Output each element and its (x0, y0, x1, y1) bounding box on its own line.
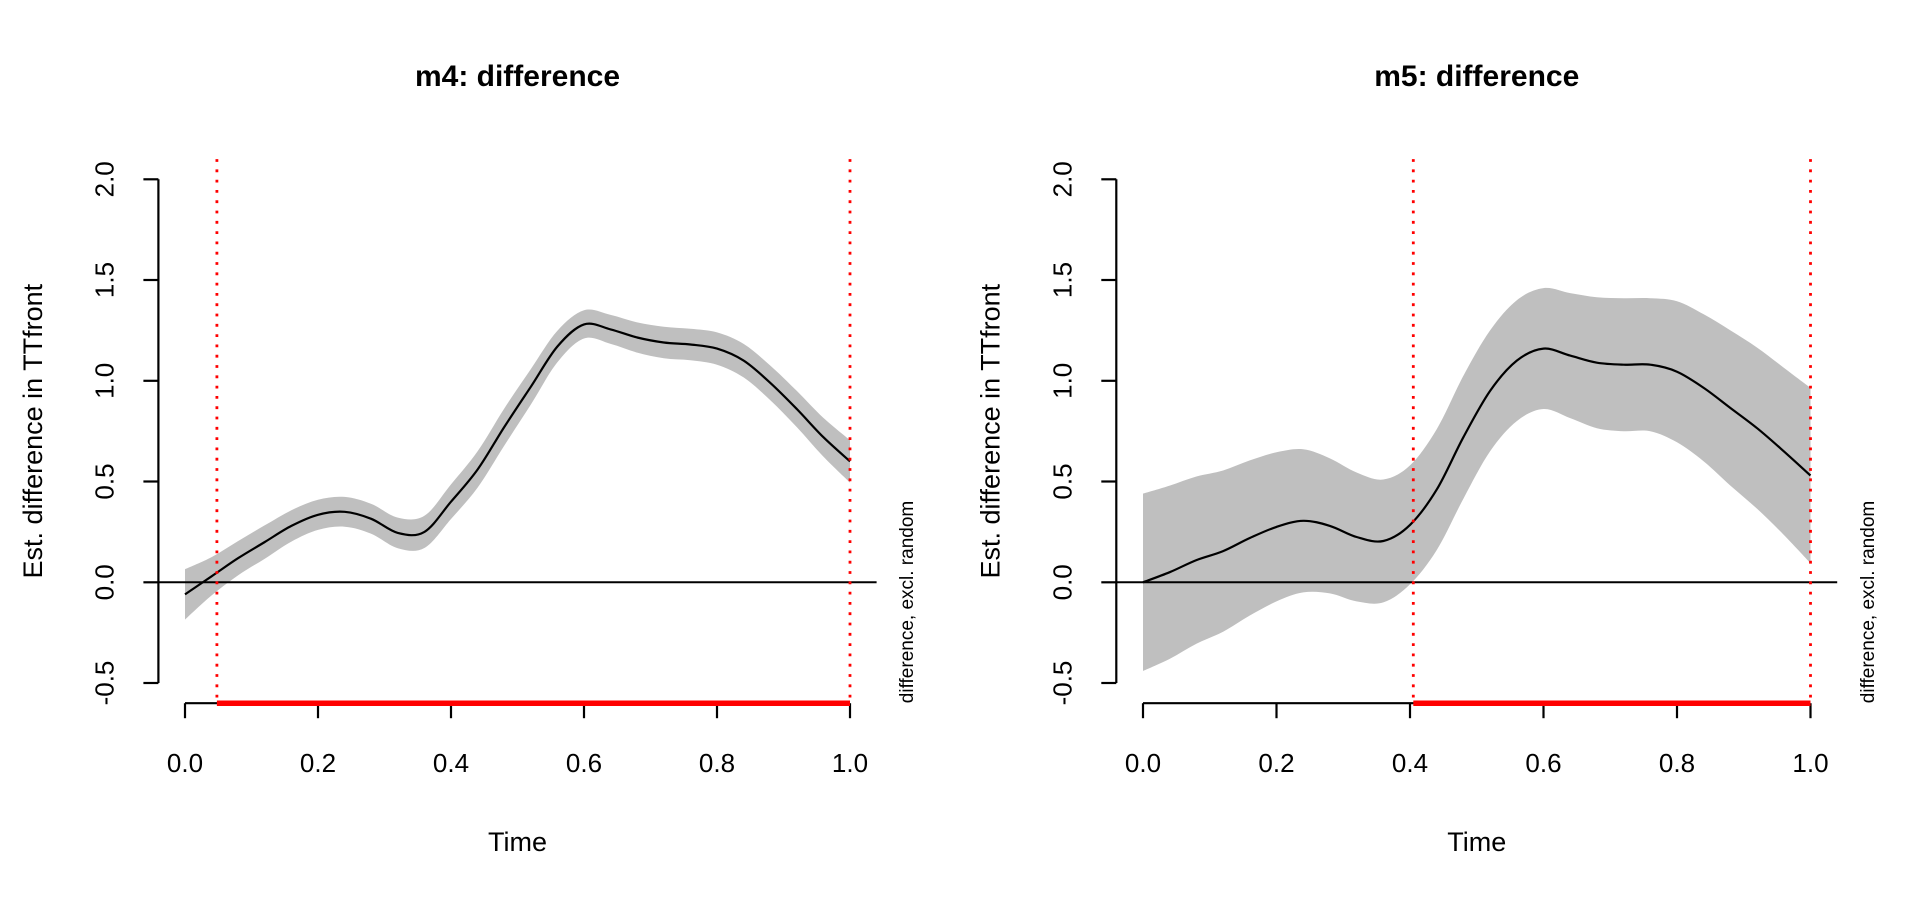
x-tick-label: 0.4 (1392, 748, 1428, 778)
fit-line (184, 322, 851, 596)
x-tick-label: 0.4 (433, 748, 469, 778)
y-tick-label: 0.5 (90, 463, 120, 499)
y-tick-label: 1.5 (1047, 262, 1077, 298)
y-tick-label: -0.5 (1047, 661, 1077, 706)
side-label: difference, excl. random (1858, 501, 1879, 703)
y-axis-label: Est. difference in TTfront (976, 283, 1006, 578)
x-tick-label: 0.0 (1125, 748, 1161, 778)
x-tick-label: 1.0 (1792, 748, 1828, 778)
plot-title: m5: difference (1374, 60, 1579, 93)
y-tick-label: 2.0 (1047, 161, 1077, 197)
y-tick-label: 1.5 (90, 262, 120, 298)
y-tick-label: 0.0 (89, 564, 119, 600)
plot-title: m4: difference (415, 60, 620, 93)
y-tick-label: 2.0 (90, 161, 120, 197)
y-tick-label: 0.5 (1047, 463, 1077, 499)
y-axis-label: Est. difference in TTfront (18, 283, 48, 578)
y-tick-label: -0.5 (89, 661, 119, 706)
plot-m5: -0.5 0.0 0.5 1.0 1.5 2.0 0.0 0.2 0.4 0.6 0.8 1.0 m5:… (976, 60, 1879, 857)
x-tick-label: 0.8 (1659, 748, 1695, 778)
x-tick-label: 0.0 (167, 748, 203, 778)
confidence-band (185, 309, 850, 620)
x-tick-label: 1.0 (832, 748, 868, 778)
confidence-band (1143, 287, 1811, 671)
x-tick-label: 0.6 (566, 748, 602, 778)
x-tick-label: 0.8 (699, 748, 735, 778)
plot-m4: -0.5 0.0 0.5 1.0 1.5 2.0 0.0 0.2 0.4 0.6 0.8 1.0 m4:… (18, 60, 918, 857)
x-tick-label: 0.2 (300, 748, 336, 778)
x-axis-label: Time (1447, 827, 1506, 857)
y-tick-label: 1.0 (1047, 363, 1077, 399)
x-tick-label: 0.6 (1525, 748, 1561, 778)
y-tick-label: 1.0 (90, 363, 120, 399)
x-axis-label: Time (488, 827, 547, 857)
side-label: difference, excl. random (897, 501, 918, 703)
x-tick-label: 0.2 (1258, 748, 1294, 778)
fit-line (1142, 347, 1812, 584)
y-tick-label: 0.0 (1047, 564, 1077, 600)
